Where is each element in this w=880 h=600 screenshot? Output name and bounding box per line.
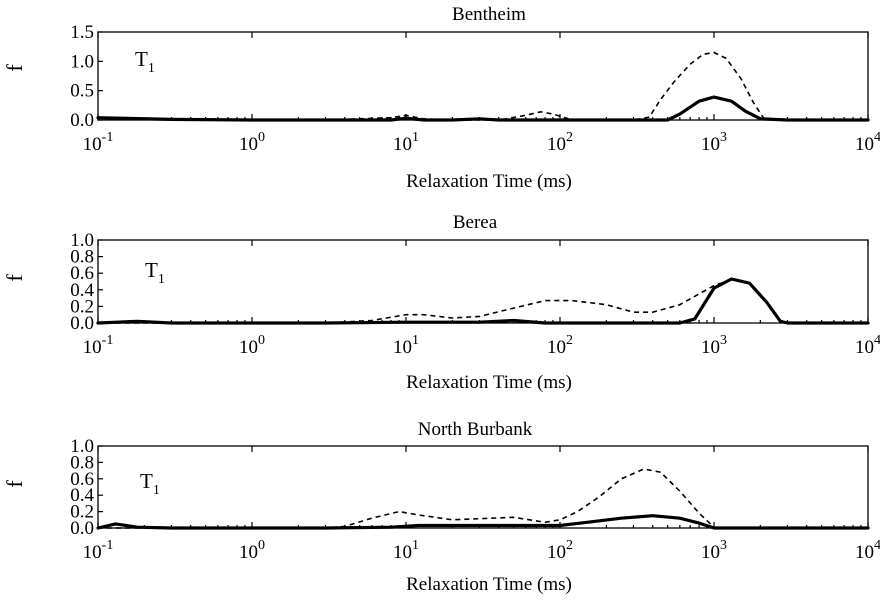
panel-north-burbank: North Burbank f T1 Relaxation Time (ms) …	[2, 419, 880, 595]
x-tick-label: 100	[239, 333, 265, 358]
x-tick-label: 102	[547, 333, 573, 358]
x-tick-base: 10	[83, 337, 102, 358]
x-tick-exponent: -1	[102, 333, 114, 348]
panel-bentheim: Bentheim f T1 Relaxation Time (ms) 0.00.…	[2, 4, 880, 192]
x-tick-exponent: 0	[258, 538, 265, 553]
x-tick-base: 10	[393, 134, 412, 155]
x-axis-label: Relaxation Time (ms)	[406, 171, 572, 192]
x-tick-label: 101	[393, 538, 419, 563]
dashed-series-line	[98, 468, 868, 529]
dashed-series-line	[97, 51, 868, 121]
x-tick-exponent: 1	[412, 333, 419, 348]
x-tick-base: 10	[547, 542, 566, 563]
x-tick-exponent: 0	[258, 130, 265, 145]
y-tick-label: 1.0	[70, 436, 94, 457]
panel-title: Bentheim	[452, 4, 526, 25]
x-tick-label: 100	[239, 130, 265, 155]
x-tick-exponent: 2	[566, 538, 573, 553]
x-tick-exponent: 4	[874, 333, 880, 348]
x-tick-exponent: 4	[874, 538, 880, 553]
annotation-main: T	[140, 469, 153, 493]
y-tick-label: 1.0	[70, 230, 94, 251]
y-axis-label: f	[2, 64, 27, 72]
x-tick-label: 104	[855, 538, 880, 563]
panel-title: Berea	[453, 212, 498, 233]
annotation-sub: 1	[153, 483, 160, 498]
x-tick-exponent: -1	[102, 538, 114, 553]
x-tick-base: 10	[239, 134, 258, 155]
y-axis-label: f	[2, 274, 27, 282]
x-tick-exponent: 3	[720, 538, 727, 553]
y-tick-label: 0.8	[70, 452, 94, 473]
panel-title: North Burbank	[418, 419, 533, 440]
plot-frame	[97, 445, 869, 529]
y-tick-label: 0.4	[70, 280, 94, 301]
x-tick-label: 103	[701, 333, 727, 358]
x-tick-label: 101	[393, 130, 419, 155]
x-tick-label: 10-1	[83, 538, 114, 563]
x-axis-label: Relaxation Time (ms)	[406, 574, 572, 595]
x-tick-base: 10	[393, 542, 412, 563]
y-tick-label: 0.2	[70, 502, 94, 523]
x-tick-base: 10	[239, 337, 258, 358]
plot-frame	[97, 31, 869, 121]
solid-series-line	[96, 514, 870, 530]
x-tick-label: 104	[855, 130, 880, 155]
x-tick-exponent: 2	[566, 333, 573, 348]
x-tick-label: 103	[701, 130, 727, 155]
x-tick-label: 100	[239, 538, 265, 563]
x-tick-label: 104	[855, 333, 880, 358]
y-tick-label: 0.0	[70, 110, 94, 131]
x-tick-label: 102	[547, 130, 573, 155]
t1-annotation: T1	[140, 469, 160, 498]
x-tick-exponent: 3	[720, 333, 727, 348]
y-tick-label: 0.8	[70, 247, 94, 268]
y-tick-label: 0.0	[70, 518, 94, 539]
y-tick-label: 0.4	[70, 485, 94, 506]
t1-annotation: T1	[145, 258, 165, 287]
x-axis-label: Relaxation Time (ms)	[406, 372, 572, 393]
annotation-sub: 1	[148, 61, 155, 76]
x-tick-base: 10	[239, 542, 258, 563]
dashed-series-line	[98, 278, 868, 324]
x-tick-label: 103	[701, 538, 727, 563]
x-tick-base: 10	[701, 134, 720, 155]
x-tick-base: 10	[701, 337, 720, 358]
x-tick-exponent: -1	[102, 130, 114, 145]
x-tick-label: 102	[547, 538, 573, 563]
y-tick-label: 0.0	[70, 313, 94, 334]
y-tick-label: 1.0	[70, 51, 94, 72]
x-tick-base: 10	[83, 542, 102, 563]
y-tick-label: 0.6	[70, 469, 94, 490]
annotation-main: T	[145, 258, 158, 282]
x-tick-exponent: 1	[412, 130, 419, 145]
x-tick-base: 10	[701, 542, 720, 563]
plot-frame	[97, 239, 869, 324]
t1-annotation: T1	[135, 47, 155, 76]
x-tick-exponent: 4	[874, 130, 880, 145]
x-tick-base: 10	[855, 134, 874, 155]
x-tick-base: 10	[83, 134, 102, 155]
x-tick-base: 10	[547, 337, 566, 358]
x-tick-base: 10	[855, 542, 874, 563]
y-tick-label: 0.6	[70, 263, 94, 284]
y-tick-label: 1.5	[70, 22, 94, 43]
annotation-main: T	[135, 47, 148, 71]
x-tick-exponent: 1	[412, 538, 419, 553]
x-tick-label: 10-1	[83, 333, 114, 358]
x-tick-exponent: 0	[258, 333, 265, 348]
x-tick-base: 10	[393, 337, 412, 358]
y-tick-label: 0.5	[70, 81, 94, 102]
x-tick-exponent: 3	[720, 130, 727, 145]
panel-berea: Berea f T1 Relaxation Time (ms) 0.00.20.…	[2, 212, 880, 393]
x-tick-base: 10	[855, 337, 874, 358]
x-tick-label: 10-1	[83, 130, 114, 155]
x-tick-base: 10	[547, 134, 566, 155]
y-axis-label: f	[2, 480, 27, 488]
y-tick-label: 0.2	[70, 296, 94, 317]
x-tick-exponent: 2	[566, 130, 573, 145]
annotation-sub: 1	[158, 272, 165, 287]
x-tick-label: 101	[393, 333, 419, 358]
